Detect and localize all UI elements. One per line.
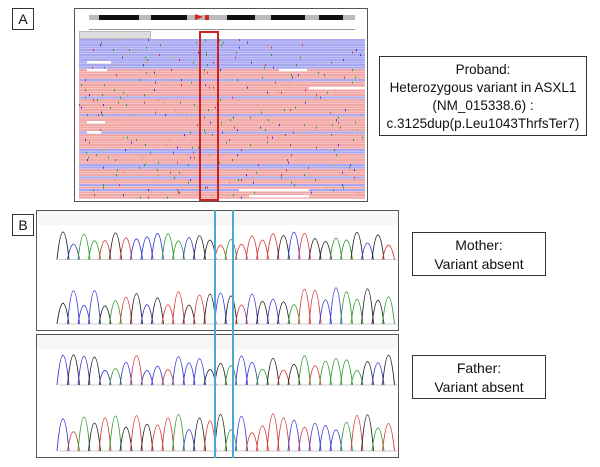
father-callout: Father: Variant absent <box>412 355 546 399</box>
panel-b-label: B <box>12 214 34 236</box>
proband-transcript: (NM_015338.6) : <box>432 98 534 113</box>
variant-position-line <box>214 210 234 458</box>
mother-callout: Mother: Variant absent <box>412 232 546 276</box>
proband-gene: Heterozygous variant in ASXL1 <box>389 80 577 95</box>
mother-title: Mother: <box>455 237 503 253</box>
panel-a-label: A <box>12 8 34 30</box>
chromosome-ideogram <box>89 14 355 20</box>
proband-callout: Proband: Heterozygous variant in ASXL1 (… <box>379 56 587 136</box>
read-pileup <box>79 39 365 199</box>
position-ruler <box>89 23 355 30</box>
father-chromatogram <box>36 334 399 458</box>
mother-status: Variant absent <box>434 256 524 272</box>
track-name-bar <box>79 31 151 39</box>
proband-title: Proband: <box>455 62 511 77</box>
igv-alignment-view <box>74 8 368 202</box>
father-status: Variant absent <box>434 379 524 395</box>
variant-highlight-box <box>199 31 219 201</box>
father-title: Father: <box>456 360 502 376</box>
mother-chromatogram <box>36 210 399 331</box>
proband-hgvs: c.3125dup(p.Leu1043ThrfsTer7) <box>386 116 580 131</box>
